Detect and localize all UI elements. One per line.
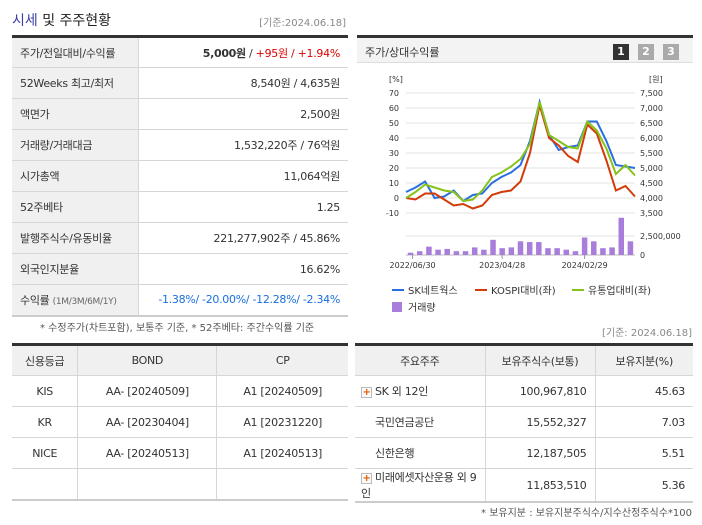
credit-rating-table: 신용등급 BOND CP KIS AA- [20240509] A1 [20240509… [12,343,348,501]
y-right-tick: 6,500 [640,119,663,128]
volume-bar [627,241,634,255]
volume-bar [490,239,496,255]
y-left-tick: 70 [389,89,399,98]
y-left-unit: [%] [389,75,403,84]
volume-bar [416,251,423,255]
price: 5,000원 [202,46,246,60]
x-tick-label: 2024/02/29 [562,261,608,270]
volume-bar [609,247,615,255]
table-row: + SK 외 12인 100,967,810 45.63 [355,375,693,407]
y-right-tick: 4,000 [640,194,663,203]
table-row: 52주베타 1.25 [12,191,348,223]
legend-swatch [392,302,402,312]
chart-page-3-button[interactable]: 3 [663,44,679,60]
chart-page-2-button[interactable]: 2 [638,44,654,60]
y-left-tick: 40 [389,134,399,143]
volume-bar [600,248,606,255]
table-row: 시가총액 11,064억원 [12,160,348,192]
y-right-tick: 7,000 [640,104,663,113]
series-line [405,98,636,203]
y-right-tick: 5,000 [640,164,663,173]
y-left-tick: 0 [394,194,399,203]
table-row: 외국인지분율 16.62% [12,253,348,285]
expand-plus-icon[interactable]: + [361,473,372,484]
chart-panel-title: 주가/상대수익률 [365,46,440,59]
as-of-date: [기준:2024.06.18] [259,18,346,29]
volume-bar [526,242,533,255]
price-relative-return-chart: [%] [원] 70 7,500 60 7,000 50 6,500 40 6,000 30 5,50… [386,75,681,314]
y-left-tick: 60 [389,104,399,113]
volume-bar [481,249,487,255]
volume-bar [618,217,625,255]
legend-label: KOSPI대비(좌) [491,285,556,297]
y-right-unit: [원] [649,75,663,84]
legend-label: SK네트웍스 [408,285,458,297]
table-row: 수익률 (1M/3M/6M/1Y) -1.38%/ -20.00%/ -12.28… [12,284,348,317]
table-row: 국민연금공단 15,552,327 7.03 [355,406,693,438]
y-left-tick: 10 [389,179,399,188]
volume-bar [462,251,469,255]
y-right-tick: 5,500 [640,149,663,158]
volume-bar [545,248,551,255]
volume-tick: 2,500,000 [640,232,681,241]
y-left-tick: 30 [389,149,399,158]
x-tick-label: 2022/06/30 [390,261,436,270]
table-row: 거래량/거래대금 1,532,220주 / 76억원 [12,129,348,161]
volume-tick: 0 [640,251,645,260]
y-right-tick: 3,500 [640,209,663,218]
holders-as-of: [기준: 2024.06.18] [601,328,692,339]
table-row: 발행주식수/유동비율 221,277,902주 / 45.86% [12,222,348,254]
series-line [405,104,636,210]
table-row: NICE AA- [20240513] A1 [20240513] [12,437,348,469]
volume-bar [591,241,597,255]
volume-bar [517,241,524,255]
volume-bar [426,246,432,255]
y-left-tick: -10 [386,209,399,218]
volume-bar [453,251,460,255]
table-row: KR AA- [20230404] A1 [20231220] [12,406,348,438]
volume-bar [499,248,505,255]
chart-notes: * 수정주가(차트포함), 보통주 기준, * 52주베타: 주간수익률 기준 [40,323,315,334]
volume-bar [563,249,570,255]
volume-bar [508,247,515,255]
volume-bar [554,248,560,255]
legend-label: 거래량 [408,302,436,314]
expand-plus-icon[interactable]: + [361,387,372,398]
y-left-tick: 50 [389,119,399,128]
volume-bar [407,252,414,255]
section-title: 시세 및 주주현황 [12,13,112,29]
change-pct: +1.94% [297,46,341,60]
volume-bar [471,247,478,255]
chart-page-1-button[interactable]: 1 [613,44,629,60]
legend-label: 유통업대비(좌) [588,284,651,297]
chart-panel-header: 주가/상대수익률 1 2 3 [357,35,693,63]
volume-bar [572,251,579,255]
y-right-tick: 7,500 [640,89,663,98]
holders-note: * 보유지분 : 보유지분주식수/지수산정주식수*100 [481,508,692,519]
y-right-tick: 6,000 [640,134,663,143]
table-row: 액면가 2,500원 [12,98,348,130]
major-shareholders-table: 주요주주 보유주식수(보통) 보유지분(%) + SK 외 12인 100,967,81… [355,343,693,503]
table-row [12,468,348,501]
table-row: + 미래에셋자산운용 외 9인 11,853,510 5.36 [355,468,693,503]
y-right-tick: 4,500 [640,179,663,188]
table-row: KIS AA- [20240509] A1 [20240509] [12,375,348,407]
volume-bar [581,237,588,255]
volume-bar [435,249,441,255]
table-row: 신한은행 12,187,505 5.51 [355,437,693,469]
x-tick-label: 2023/04/28 [479,261,525,270]
change: +95원 [255,46,288,60]
table-row: 52Weeks 최고/최저 8,540원 / 4,635원 [12,67,348,99]
volume-bar [536,242,542,255]
volume-bar [444,248,450,255]
table-row: 주가/전일대비/수익률 5,000원 / +95원 / +1.94% [12,36,348,68]
quote-table: 주가/전일대비/수익률 5,000원 / +95원 / +1.94% 52Week… [12,35,348,317]
y-left-tick: 20 [389,164,399,173]
series-line [405,101,636,203]
